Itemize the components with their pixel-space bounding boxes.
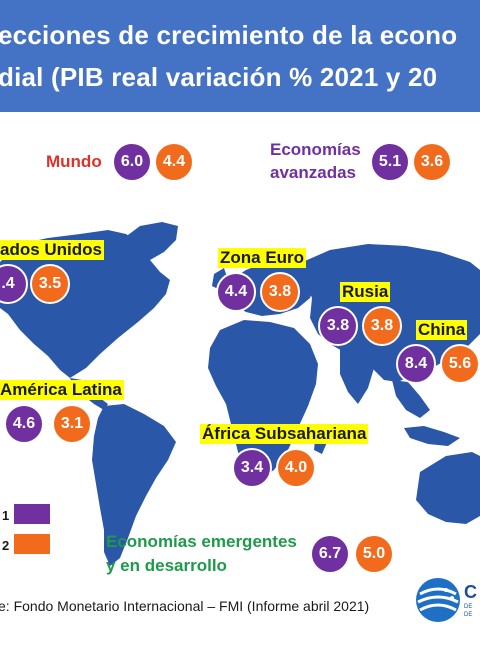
label-china: China	[416, 320, 468, 340]
bubble-avanzadas-2022: 3.6	[412, 142, 452, 182]
label-rusia: Rusia	[340, 282, 391, 302]
bubble-africa-2021: 3.4	[232, 448, 272, 488]
label-africa: África Subsahariana	[200, 424, 369, 444]
label-avanzadas-2: avanzadas	[270, 163, 356, 182]
bubble-mundo-2022: 4.4	[154, 142, 194, 182]
label-emergentes-1: Economías emergentes	[106, 532, 297, 551]
bubble-rusia-2022: 3.8	[362, 306, 402, 346]
greenland-shape	[124, 222, 178, 260]
bubble-zona-euro-2022: 3.8	[260, 272, 300, 312]
australia-shape	[416, 452, 480, 524]
indonesia-shape	[404, 426, 460, 446]
label-emergentes-2: y en desarrollo	[106, 556, 227, 575]
label-america-latina: América Latina	[0, 380, 124, 400]
label-avanzadas-1: Economías	[270, 140, 361, 159]
bubble-emergentes-2022: 5.0	[354, 534, 394, 574]
bubble-emergentes-2021: 6.7	[310, 534, 350, 574]
title-banner: ecciones de crecimiento de la econo dial…	[0, 0, 480, 112]
logo-small-2: DE	[464, 612, 473, 618]
bubble-china-2021: 8.4	[396, 344, 436, 384]
bubble-zona-euro-2021: 4.4	[216, 272, 256, 312]
title-line-1: ecciones de crecimiento de la econo	[0, 20, 458, 50]
logo-small-1: DE	[464, 604, 473, 610]
label-zona-euro: Zona Euro	[218, 248, 307, 268]
india-shape	[340, 348, 374, 404]
source-note: e: Fondo Monetario Internacional – FMI (…	[0, 598, 370, 614]
bubble-mundo-2021: 6.0	[112, 142, 152, 182]
legend-label-2022: 2	[2, 538, 10, 553]
bubble-china-2022: 5.6	[440, 344, 480, 384]
southeast-asia-shape	[392, 380, 430, 418]
logo-globe-icon	[416, 578, 460, 622]
south-america-shape	[92, 404, 176, 566]
legend-swatch-2021	[14, 504, 50, 524]
bubble-avanzadas-2021: 5.1	[370, 142, 410, 182]
logo-letter: C	[464, 582, 477, 602]
bubble-america-latina-2021: 4.6	[4, 404, 44, 444]
legend-swatch-2022	[14, 534, 50, 554]
bubble-america-latina-2022: 3.1	[52, 404, 92, 444]
legend-label-2021: 1	[2, 508, 10, 523]
title-line-2: dial (PIB real variación % 2021 y 20	[0, 62, 438, 92]
bubble-rusia-2021: 3.8	[318, 306, 358, 346]
bubble-eeuu-2022: 3.5	[30, 264, 70, 304]
bubble-africa-2022: 4.0	[276, 448, 316, 488]
label-eeuu: ados Unidos	[0, 240, 105, 260]
label-mundo: Mundo	[46, 152, 102, 171]
